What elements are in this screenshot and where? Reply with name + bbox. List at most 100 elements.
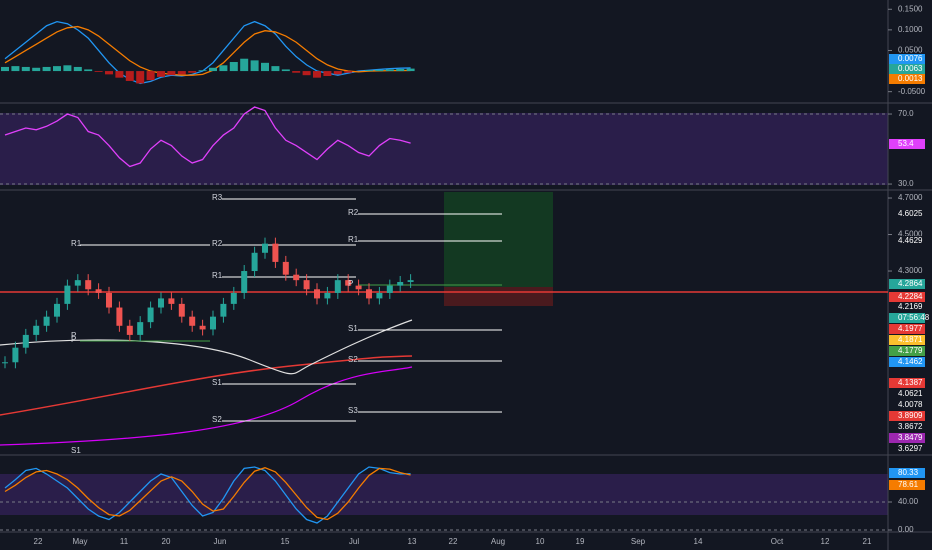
histogram-bar (229, 62, 238, 72)
price-tag-label: 4.6025 (898, 209, 923, 218)
candle (376, 292, 383, 299)
candle (12, 347, 19, 363)
histogram-bar (281, 69, 290, 72)
candle (116, 307, 123, 326)
price-tag-label: 07:56:48 (898, 313, 930, 322)
pivot-label: S2 (348, 355, 358, 364)
price-tag (889, 400, 925, 410)
price-tag-label: 80.33 (898, 468, 919, 477)
price-tag (889, 292, 925, 302)
price-tag (889, 236, 925, 246)
long-profit-zone (444, 192, 553, 287)
price-tag (889, 302, 925, 312)
x-tick-label: 10 (536, 537, 545, 546)
x-tick-label: Aug (491, 537, 505, 546)
pivot-label: R1 (348, 235, 359, 244)
y-tick-label: 4.3000 (898, 266, 923, 275)
candle (303, 280, 310, 290)
price-tag (889, 313, 925, 323)
indicator-line (4, 25, 411, 76)
candle (314, 289, 320, 299)
price-tag (889, 74, 925, 84)
candle (64, 285, 71, 304)
x-tick-label: 11 (120, 537, 129, 546)
price-tag-label: 3.8672 (898, 422, 923, 431)
candle (262, 243, 268, 253)
histogram-bar (42, 66, 51, 72)
candle (397, 281, 404, 286)
x-tick-label: 13 (408, 537, 417, 546)
pivot-label: R3 (212, 193, 223, 202)
histogram-bar (177, 71, 186, 75)
histogram-bar (385, 69, 394, 72)
histogram-bar (250, 60, 259, 72)
histogram-bar (396, 69, 405, 72)
candle (366, 289, 372, 299)
candle (106, 292, 112, 308)
x-tick-label: 22 (449, 537, 458, 546)
long-stop-zone (444, 287, 553, 306)
price-tag (889, 139, 925, 149)
histogram-bar (63, 65, 72, 72)
rsi-band (0, 113, 888, 185)
histogram-bar (1, 66, 9, 72)
price-tag (889, 335, 925, 345)
y-tick-label: 40.00 (898, 497, 919, 506)
x-tick-label: Sep (631, 537, 646, 546)
candle (272, 243, 279, 262)
histogram-bar (365, 70, 373, 72)
histogram-bar (146, 71, 155, 81)
indicator-line (4, 467, 411, 521)
candle (324, 292, 331, 299)
candle (386, 285, 393, 293)
y-tick-label: 30.0 (898, 179, 914, 188)
pivot-lines (80, 198, 502, 422)
histogram-bar (344, 71, 353, 73)
candle (85, 280, 92, 290)
histogram-bar (136, 71, 145, 84)
candle (199, 325, 206, 330)
price-tag-label: 0.0063 (898, 64, 923, 73)
x-tick-label: Jul (349, 537, 359, 546)
candle (33, 325, 40, 335)
candle (178, 303, 185, 317)
price-tag-label: 4.1387 (898, 378, 923, 387)
candle (95, 289, 102, 293)
pivot-label: P (348, 279, 353, 288)
price-tag-label: 3.8909 (898, 411, 923, 420)
pivot-label: R2 (348, 208, 359, 217)
candle (2, 362, 8, 364)
pivot-label: R1 (71, 239, 82, 248)
candle (345, 280, 352, 286)
histogram-bar (375, 69, 384, 72)
price-tag-label: 4.1977 (898, 324, 923, 333)
ma-200 (0, 355, 413, 416)
histogram-bar (219, 65, 228, 72)
histogram-bar (115, 71, 124, 78)
y-tick-label: 0.00 (898, 525, 914, 534)
candle (54, 303, 60, 317)
histogram-bar (323, 71, 332, 77)
indicator-line (4, 106, 411, 168)
x-tick-label: 14 (694, 537, 703, 546)
price-tag-label: 4.1462 (898, 357, 923, 366)
y-tick-label: 4.7000 (898, 193, 923, 202)
x-tick-label: 15 (281, 537, 290, 546)
histogram-bar (209, 67, 217, 72)
price-tag-label: 4.0078 (898, 400, 923, 409)
x-tick-label: May (72, 537, 87, 546)
price-tag (889, 357, 925, 367)
pivot-label: R2 (212, 239, 223, 248)
histogram-bar (11, 66, 20, 72)
price-tag (889, 54, 925, 64)
candle (126, 325, 133, 335)
histogram-bar (271, 66, 280, 72)
candle (168, 298, 175, 304)
pivot-label: S2 (212, 415, 222, 424)
histogram-bar (333, 71, 342, 75)
histogram-bar (198, 70, 207, 72)
histogram-bar (53, 66, 61, 72)
pivot-label: P (71, 335, 76, 344)
